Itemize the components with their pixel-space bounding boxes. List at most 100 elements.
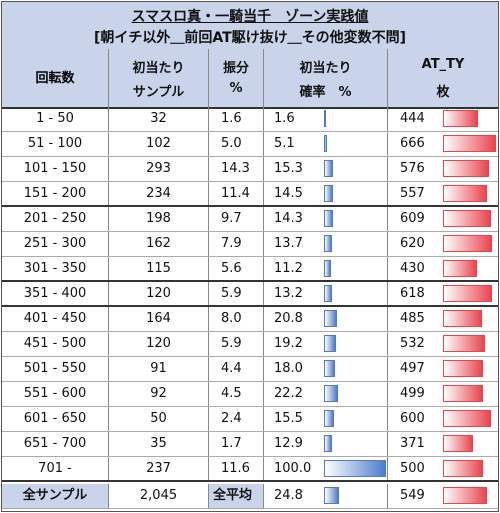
ty-value: 549 bbox=[400, 488, 425, 503]
header-range: 回転数 bbox=[2, 49, 109, 107]
range-cell: 201 - 250 bbox=[2, 207, 109, 231]
rate-value: 14.5 bbox=[274, 186, 303, 201]
sample-cell: 120 bbox=[109, 332, 209, 356]
rate-bar bbox=[324, 235, 332, 252]
range-cell: 501 - 550 bbox=[2, 357, 109, 381]
rate-bar bbox=[324, 335, 336, 352]
table-row: 101 - 150 293 14.3 15.3 576 bbox=[2, 157, 498, 182]
table-row: 251 - 300 162 7.9 13.7 620 bbox=[2, 232, 498, 257]
summary-row: 全サンプル 2,045 全平均 24.8 549 bbox=[2, 484, 498, 509]
ty-bar bbox=[443, 160, 489, 177]
rate-bar bbox=[324, 435, 332, 452]
sample-cell: 162 bbox=[109, 232, 209, 256]
ty-value: 497 bbox=[400, 361, 425, 376]
ty-value: 609 bbox=[400, 211, 425, 226]
dist-cell: 9.7 bbox=[209, 207, 264, 231]
rate-bar bbox=[324, 285, 332, 302]
dist-cell: 5.9 bbox=[209, 332, 264, 356]
dist-cell: 全平均 bbox=[209, 484, 264, 508]
rate-bar bbox=[324, 210, 333, 227]
rate-bar bbox=[324, 160, 333, 177]
sample-cell: 91 bbox=[109, 357, 209, 381]
rate-value: 11.2 bbox=[274, 261, 303, 276]
range-cell: 351 - 400 bbox=[2, 282, 109, 305]
range-cell: 301 - 350 bbox=[2, 257, 109, 280]
rate-value: 1.6 bbox=[274, 111, 295, 126]
ty-cell: 600 bbox=[388, 407, 498, 431]
range-cell: 651 - 700 bbox=[2, 432, 109, 456]
rate-cell: 5.1 bbox=[264, 132, 388, 156]
ty-value: 666 bbox=[400, 136, 425, 151]
dist-cell: 2.4 bbox=[209, 407, 264, 431]
rate-value: 20.8 bbox=[274, 311, 303, 326]
ty-bar bbox=[443, 185, 487, 202]
table-row: 51 - 100 102 5.0 5.1 666 bbox=[2, 132, 498, 157]
ty-bar bbox=[443, 410, 491, 427]
range-cell: 1 - 50 bbox=[2, 107, 109, 131]
sample-cell: 234 bbox=[109, 182, 209, 205]
ty-value: 485 bbox=[400, 311, 425, 326]
ty-cell: 549 bbox=[388, 484, 498, 508]
sample-cell: 164 bbox=[109, 307, 209, 331]
sample-cell: 2,045 bbox=[109, 484, 209, 508]
ty-value: 430 bbox=[400, 261, 425, 276]
title-box: スマスロ真・一騎当千 ゾーン実践値 [朝イチ以外＿前回AT駆け抜け＿その他変数不… bbox=[2, 2, 498, 50]
ty-value: 499 bbox=[400, 386, 425, 401]
ty-cell: 620 bbox=[388, 232, 498, 256]
ty-bar bbox=[443, 310, 482, 327]
header-ty: AT_TY 枚 bbox=[421, 57, 465, 100]
ty-cell: 557 bbox=[388, 182, 498, 205]
dist-cell: 11.6 bbox=[209, 457, 264, 480]
table-row: 301 - 350 115 5.6 11.2 430 bbox=[2, 257, 498, 282]
range-cell: 101 - 150 bbox=[2, 157, 109, 181]
sample-cell: 198 bbox=[109, 207, 209, 231]
range-cell: 701 - bbox=[2, 457, 109, 480]
rate-value: 15.3 bbox=[274, 161, 303, 176]
ty-value: 618 bbox=[400, 286, 425, 301]
ty-cell: 576 bbox=[388, 157, 498, 181]
header-rate: 初当たり 確率 % bbox=[264, 49, 388, 107]
table-row: 551 - 600 92 4.5 22.2 499 bbox=[2, 382, 498, 407]
dist-cell: 4.4 bbox=[209, 357, 264, 381]
ty-bar bbox=[443, 435, 473, 452]
table-row: 151 - 200 234 11.4 14.5 557 bbox=[2, 182, 498, 207]
rate-value: 24.8 bbox=[274, 488, 303, 503]
dist-cell: 5.9 bbox=[209, 282, 264, 305]
dist-cell: 8.0 bbox=[209, 307, 264, 331]
range-cell: 51 - 100 bbox=[2, 132, 109, 156]
rate-value: 100.0 bbox=[274, 461, 312, 476]
table-row: 651 - 700 35 1.7 12.9 371 bbox=[2, 432, 498, 457]
ty-cell: 485 bbox=[388, 307, 498, 331]
ty-cell: 499 bbox=[388, 382, 498, 406]
dist-cell: 7.9 bbox=[209, 232, 264, 256]
rate-bar bbox=[324, 135, 327, 152]
ty-cell: 444 bbox=[388, 107, 498, 131]
header-sample: 初当たり サンプル bbox=[109, 49, 209, 107]
dist-cell: 1.7 bbox=[209, 432, 264, 456]
rate-bar bbox=[324, 487, 339, 504]
rate-bar bbox=[324, 460, 386, 477]
sample-cell: 115 bbox=[109, 257, 209, 280]
rate-cell: 19.2 bbox=[264, 332, 388, 356]
rate-bar bbox=[324, 310, 337, 327]
ty-cell: 500 bbox=[388, 457, 498, 480]
table-row: 1 - 50 32 1.6 1.6 444 bbox=[2, 107, 498, 132]
rate-value: 13.2 bbox=[274, 286, 303, 301]
ty-cell: 371 bbox=[388, 432, 498, 456]
rate-bar bbox=[324, 410, 334, 427]
rate-cell: 100.0 bbox=[264, 457, 388, 480]
rate-cell: 22.2 bbox=[264, 382, 388, 406]
sample-cell: 102 bbox=[109, 132, 209, 156]
rate-value: 19.2 bbox=[274, 336, 303, 351]
rate-cell: 24.8 bbox=[264, 484, 388, 508]
ty-bar bbox=[443, 135, 496, 152]
ty-cell: 609 bbox=[388, 207, 498, 231]
sample-cell: 32 bbox=[109, 107, 209, 131]
table-title: スマスロ真・一騎当千 ゾーン実践値 bbox=[131, 9, 369, 25]
dist-cell: 14.3 bbox=[209, 157, 264, 181]
ty-value: 532 bbox=[400, 336, 425, 351]
header-dist: 振分 % bbox=[209, 49, 264, 107]
ty-bar bbox=[443, 360, 483, 377]
range-cell: 551 - 600 bbox=[2, 382, 109, 406]
